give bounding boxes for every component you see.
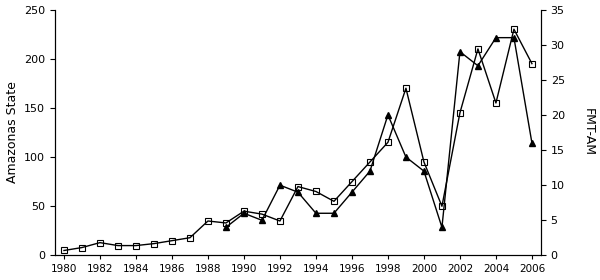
Y-axis label: FMT-AM: FMT-AM bbox=[581, 108, 595, 157]
Y-axis label: Amazonas State: Amazonas State bbox=[5, 81, 19, 183]
